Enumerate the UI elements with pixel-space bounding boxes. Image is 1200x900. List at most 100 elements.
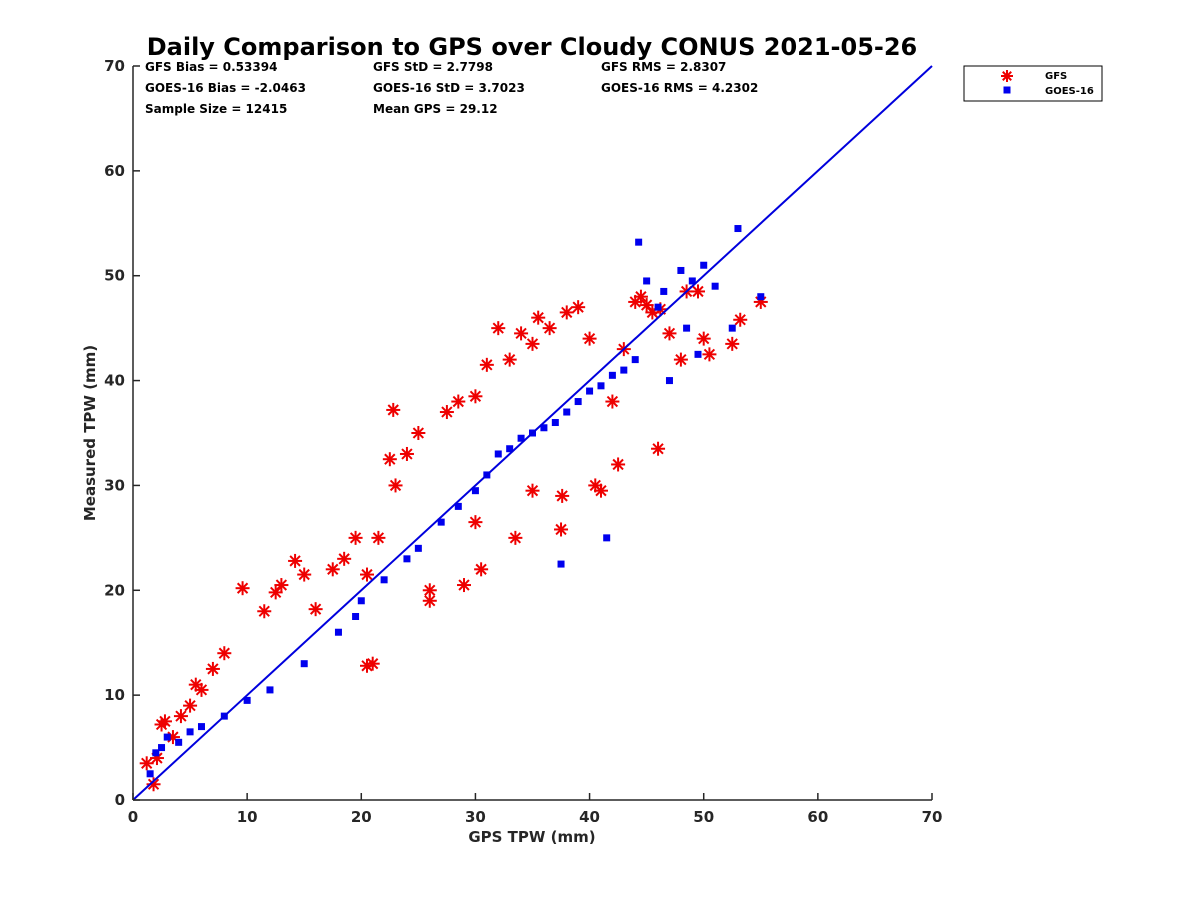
gfs-point: [468, 515, 483, 530]
legend-goes16-label: GOES-16: [1045, 86, 1094, 97]
goes16-point: [152, 749, 160, 757]
goes16-point: [660, 287, 668, 295]
gfs-point: [673, 352, 688, 367]
gfs-point: [388, 478, 403, 493]
gfs-point: [702, 347, 717, 362]
x-tick-label: 60: [807, 808, 828, 826]
y-tick-label: 60: [104, 162, 125, 180]
legend: GFS GOES-16: [963, 65, 1103, 102]
data-points-layer: [139, 225, 768, 792]
gfs-point: [451, 394, 466, 409]
goes16-point: [437, 518, 445, 526]
gfs-point: [554, 522, 569, 537]
goes16-point: [586, 387, 594, 395]
gfs-point: [725, 336, 740, 351]
gfs-point: [559, 305, 574, 320]
axes: [132, 66, 932, 801]
goes16-point: [694, 350, 702, 358]
gfs-point: [288, 553, 303, 568]
goes16-point: [266, 686, 274, 694]
x-tick-label: 40: [579, 808, 600, 826]
x-axis-label: GPS TPW (mm): [468, 828, 595, 846]
legend-gfs-label: GFS: [1045, 71, 1067, 82]
goes16-point: [688, 277, 696, 285]
gfs-point: [525, 336, 540, 351]
goes16-point: [494, 450, 502, 458]
gfs-point: [399, 446, 414, 461]
goes16-point: [243, 696, 251, 704]
goes16-point: [146, 770, 154, 778]
goes16-point: [728, 324, 736, 332]
stat-text: Sample Size = 12415: [145, 102, 287, 116]
gfs-point: [337, 551, 352, 566]
goes16-point: [414, 544, 422, 552]
gfs-point: [359, 567, 374, 582]
gfs-point: [605, 394, 620, 409]
goes16-point: [357, 597, 365, 605]
gfs-point: [217, 646, 232, 661]
goes16-point: [352, 613, 360, 620]
gfs-point: [439, 405, 454, 420]
gfs-point: [457, 578, 472, 593]
one-to-one-reference-line: [132, 65, 933, 801]
x-tick-label: 20: [351, 808, 372, 826]
goes16-point: [563, 408, 571, 416]
x-axis-ticks: 0 10 20 30 40 50 60 70: [128, 793, 943, 826]
gfs-point: [422, 593, 437, 608]
gfs-point: [491, 321, 506, 336]
gfs-point: [371, 530, 386, 545]
goes16-point: [643, 277, 651, 285]
goes16-point: [557, 560, 565, 568]
gfs-point: [531, 310, 546, 325]
goes16-point: [677, 266, 685, 274]
goes16-point: [300, 660, 308, 668]
goes16-point: [635, 238, 643, 246]
gfs-point: [611, 457, 626, 472]
goes16-point: [540, 424, 548, 432]
gfs-point: [297, 567, 312, 582]
x-tick-label: 10: [237, 808, 258, 826]
gfs-point: [639, 298, 654, 313]
gfs-point: [325, 562, 340, 577]
stat-text: GOES-16 RMS = 4.2302: [601, 81, 758, 95]
goes16-point: [158, 744, 166, 752]
gfs-point: [691, 284, 706, 299]
y-axis-label: Measured TPW (mm): [81, 345, 99, 521]
gfs-point: [139, 756, 154, 771]
gfs-point: [651, 441, 666, 456]
gfs-point: [235, 581, 250, 596]
gfs-point: [348, 530, 363, 545]
gfs-point: [365, 656, 380, 671]
y-tick-label: 10: [104, 686, 125, 704]
gfs-point: [633, 289, 648, 304]
y-axis-ticks: 0 10 20 30 40 50 60 70: [104, 57, 140, 809]
goes16-point: [631, 356, 639, 364]
gfs-point: [308, 602, 323, 617]
goes16-point: [574, 398, 582, 406]
goes16-point: [620, 366, 628, 374]
goes16-point: [551, 419, 559, 427]
y-tick-label: 50: [104, 267, 125, 285]
gfs-point: [555, 488, 570, 503]
goes16-point: [517, 434, 525, 442]
goes16-point: [608, 371, 616, 379]
statistics-block: GFS Bias = 0.53394 GFS StD = 2.7798 GFS RM…: [145, 60, 758, 116]
gfs-point: [411, 426, 426, 440]
gfs-point: [733, 312, 748, 327]
goes16-point: [186, 728, 194, 736]
stat-text: GOES-16 Bias = -2.0463: [145, 81, 306, 95]
gfs-point: [502, 352, 517, 367]
gfs-point: [382, 452, 397, 467]
goes16-point: [163, 733, 171, 741]
goes16-point: [403, 555, 411, 563]
gfs-point: [468, 389, 483, 404]
x-tick-label: 70: [922, 808, 943, 826]
gfs-point: [268, 585, 283, 600]
stat-text: Mean GPS = 29.12: [373, 102, 498, 116]
gfs-point: [525, 483, 540, 498]
goes16-point: [175, 738, 183, 746]
gfs-point: [571, 300, 586, 315]
goes16-point: [471, 487, 479, 495]
